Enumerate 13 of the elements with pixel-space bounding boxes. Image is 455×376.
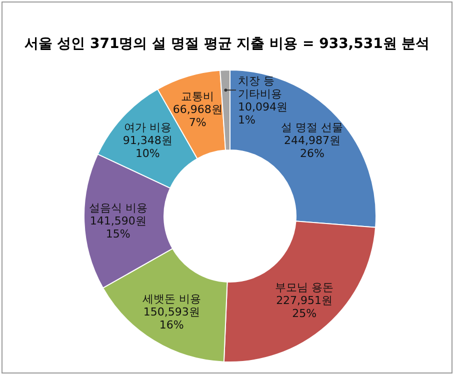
- data-label: 66,968원 7%: [172, 102, 222, 129]
- slice-label: 설음식 비용: [88, 201, 148, 214]
- data-label: 91,348원 10%: [122, 134, 172, 160]
- data-label: 244,987원 26%: [284, 134, 340, 160]
- slice-label: 세뱃돈 비용: [142, 292, 201, 306]
- data-label: 150,593원 16%: [143, 306, 200, 332]
- data-label: 141,590원 15%: [90, 214, 146, 240]
- chart-title: 서울 성인 371명의 설 명절 평균 지출 비용 = 933,531원 분석: [24, 36, 430, 52]
- slice-label: 교통비: [181, 90, 214, 103]
- slice-label: 여가 비용: [124, 121, 172, 134]
- slice-label: 치장 등 기타비용: [238, 74, 282, 101]
- slice-label: 부모님 용돈: [275, 280, 334, 294]
- data-label: 227,951원 25%: [276, 294, 333, 320]
